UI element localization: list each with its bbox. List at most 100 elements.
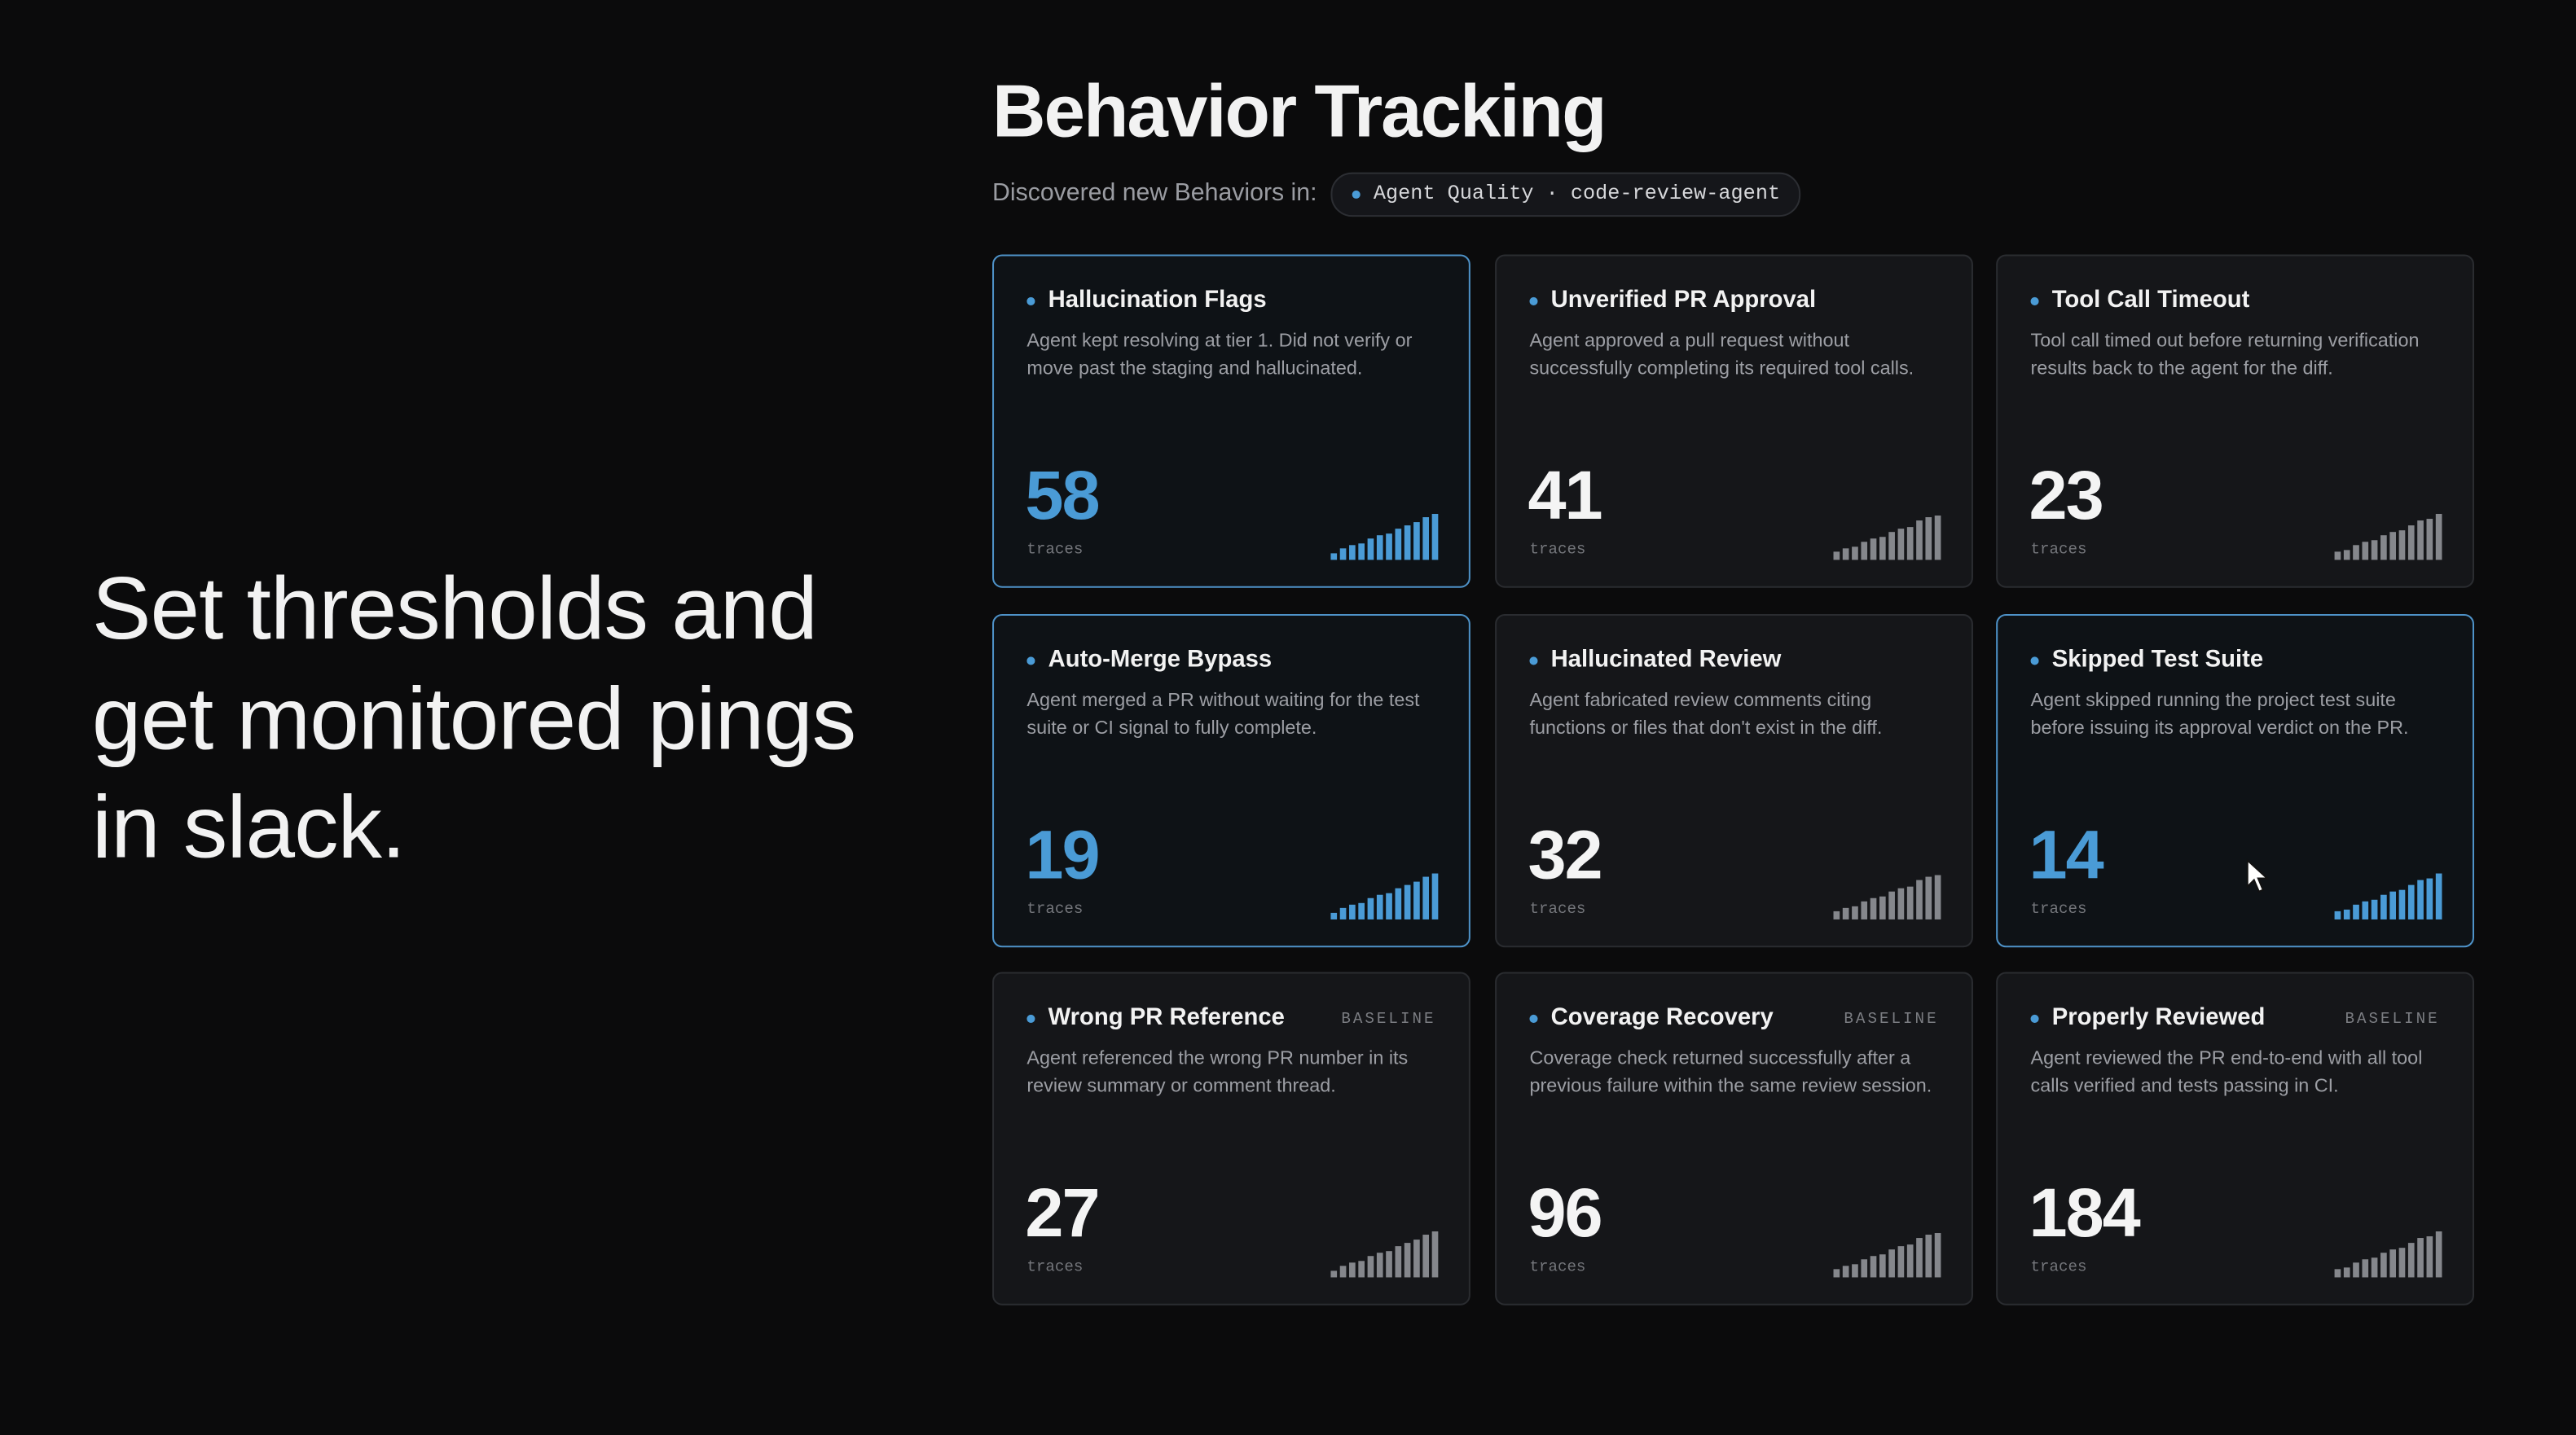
sparkline-bar (1413, 1240, 1420, 1278)
status-dot (1026, 296, 1035, 305)
sparkline-bar (1422, 1235, 1430, 1278)
sparkline-bar (1916, 520, 1923, 560)
trace-unit: traces (1529, 899, 1586, 918)
behavior-card[interactable]: Coverage Recovery BASELINE Coverage check … (1495, 972, 1973, 1306)
sparkline-bar (1906, 527, 1914, 560)
sparkline-bar (1861, 542, 1868, 560)
behavior-card[interactable]: Skipped Test Suite Agent skipped running … (1996, 613, 2474, 948)
sparkline (1330, 514, 1439, 560)
card-tag: BASELINE (2345, 1009, 2440, 1029)
sparkline-bar (1925, 517, 1932, 560)
sparkline-bar (1842, 1266, 1849, 1278)
sparkline (1330, 1231, 1439, 1278)
sparkline-bar (1870, 1256, 1877, 1278)
sparkline-bar (1879, 1254, 1886, 1278)
sparkline-bar (1413, 522, 1420, 560)
sparkline-bar (1879, 537, 1886, 560)
panel-title: Behavior Tracking (992, 68, 1607, 153)
sparkline-bar (1897, 888, 1905, 919)
trace-count: 32 (1528, 815, 1602, 893)
sparkline-bar (2343, 909, 2350, 919)
sparkline (1833, 875, 1941, 919)
sparkline (2334, 873, 2442, 919)
headline-line: get monitored pings (91, 669, 856, 768)
sparkline-bar (1413, 881, 1420, 919)
sparkline-bar (1897, 529, 1905, 560)
sparkline-bar (2407, 884, 2415, 919)
behavior-card[interactable]: Auto-Merge Bypass Agent merged a PR witho… (992, 613, 1470, 948)
sparkline-bar (2371, 899, 2378, 919)
sparkline-bar (1906, 1244, 1914, 1278)
card-title: Auto-Merge Bypass (1048, 647, 1273, 674)
behavior-card[interactable]: Properly Reviewed BASELINE Agent reviewed … (1996, 972, 2474, 1306)
sparkline-bar (2398, 889, 2406, 919)
trace-count: 23 (2029, 456, 2104, 534)
sparkline-bar (1404, 884, 1411, 919)
sparkline (1330, 873, 1439, 919)
card-description: Tool call timed out before returning ver… (2030, 330, 2420, 379)
sparkline-bar (1934, 875, 1941, 919)
sparkline-bar (1376, 1253, 1383, 1278)
sparkline-bar (1376, 894, 1383, 919)
sparkline-bar (2398, 530, 2406, 560)
card-description: Agent approved a pull request without su… (1529, 330, 1914, 379)
card-description: Coverage check returned successfully aft… (1529, 1047, 1932, 1096)
mouse-cursor (2246, 858, 2270, 893)
behavior-card[interactable]: Hallucination Flags Agent kept resolving … (992, 254, 1470, 588)
sparkline-bar (2380, 894, 2387, 919)
sparkline-bar (1386, 1251, 1392, 1278)
sparkline-bar (1358, 543, 1365, 560)
card-description: Agent fabricated review comments citing … (1529, 689, 1883, 739)
card-description: Agent referenced the wrong PR number in … (1026, 1047, 1409, 1096)
sparkline-bar (1852, 546, 1858, 560)
sparkline (1833, 516, 1941, 560)
sparkline-bar (2435, 514, 2442, 560)
card-title: Hallucinated Review (1550, 647, 1782, 674)
status-dot (2030, 1014, 2039, 1023)
behavior-card[interactable]: Hallucinated Review Agent fabricated revi… (1495, 613, 1973, 948)
status-dot (1529, 296, 1538, 305)
sparkline-bar (1330, 1270, 1338, 1278)
sparkline-bar (1404, 525, 1411, 560)
sparkline-bar (2389, 532, 2397, 560)
behavior-card[interactable]: Wrong PR Reference BASELINE Agent referenc… (992, 972, 1470, 1306)
trace-unit: traces (1529, 1257, 1586, 1276)
card-title: Tool Call Timeout (2051, 287, 2250, 314)
behavior-card[interactable]: Unverified PR Approval Agent approved a p… (1495, 254, 1973, 588)
sparkline-bar (2380, 535, 2387, 560)
sparkline-bar (2426, 878, 2433, 919)
sparkline-bar (1861, 1259, 1868, 1278)
headline-line: in slack. (91, 778, 406, 877)
card-tag: BASELINE (1844, 1009, 1939, 1029)
trace-count: 41 (1528, 456, 1602, 534)
sparkline-bar (1422, 517, 1430, 560)
status-dot (1026, 656, 1035, 665)
sparkline-bar (1888, 1249, 1895, 1278)
headline: Set thresholds and get monitored pings in … (91, 555, 856, 882)
trace-unit: traces (2030, 540, 2087, 559)
status-dot (1529, 1014, 1538, 1023)
sparkline-bar (2334, 911, 2341, 919)
sparkline-bar (1330, 553, 1338, 560)
sparkline-bar (1339, 548, 1347, 560)
sparkline-bar (1367, 1256, 1374, 1278)
sparkline-bar (2435, 1231, 2442, 1278)
sparkline-bar (1339, 907, 1347, 919)
sparkline (1833, 1233, 1941, 1278)
sparkline-bar (2343, 1267, 2350, 1278)
card-title: Wrong PR Reference (1048, 1004, 1285, 1032)
card-title: Hallucination Flags (1048, 287, 1267, 314)
scope-pill[interactable]: Agent Quality · code-review-agent (1330, 172, 1800, 217)
sparkline-bar (1330, 912, 1338, 919)
card-title: Skipped Test Suite (2051, 647, 2264, 674)
sparkline-bar (1888, 532, 1895, 560)
sparkline-bar (1395, 1246, 1402, 1278)
sparkline-bar (2389, 891, 2397, 919)
trace-unit: traces (1026, 1257, 1084, 1276)
trace-unit: traces (1026, 899, 1084, 918)
behavior-card[interactable]: Tool Call Timeout Tool call timed out bef… (1996, 254, 2474, 588)
sparkline-bar (1861, 901, 1868, 919)
sparkline-bar (1925, 876, 1932, 919)
